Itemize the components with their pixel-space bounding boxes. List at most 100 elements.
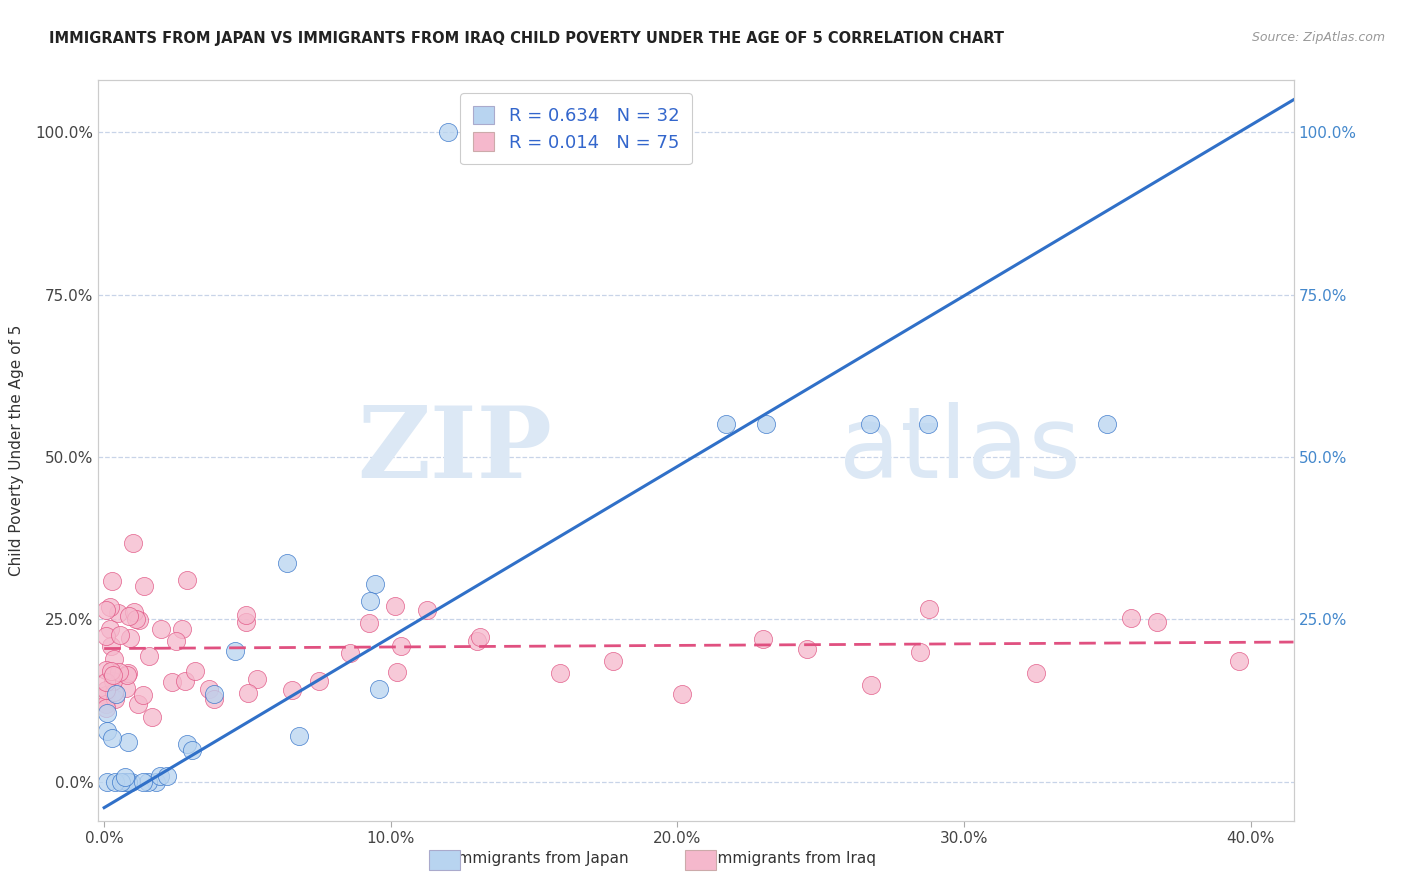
Point <box>714 417 737 432</box>
Point <box>339 646 361 660</box>
Text: atlas: atlas <box>839 402 1081 499</box>
Y-axis label: Child Poverty Under the Age of 5: Child Poverty Under the Age of 5 <box>10 325 24 576</box>
Point <box>149 769 172 783</box>
Point <box>127 697 149 711</box>
Point <box>202 687 225 701</box>
Point <box>94 629 117 643</box>
Point <box>114 681 136 696</box>
Point <box>98 622 121 636</box>
Point <box>94 603 117 617</box>
Point <box>117 666 139 681</box>
Point <box>156 769 179 783</box>
Point <box>98 599 121 614</box>
Point <box>117 735 139 749</box>
Point <box>122 605 145 619</box>
Point <box>165 634 187 648</box>
Point <box>120 631 142 645</box>
Point <box>117 609 139 624</box>
Point <box>176 573 198 587</box>
Point <box>117 774 139 789</box>
Point <box>416 603 439 617</box>
Point <box>132 579 155 593</box>
Point <box>308 674 330 689</box>
Point <box>364 577 387 591</box>
Point <box>796 642 818 657</box>
Point <box>224 643 246 657</box>
Point <box>917 417 939 432</box>
Point <box>198 682 221 697</box>
Point <box>94 675 117 690</box>
Point <box>173 674 195 689</box>
Point <box>94 688 117 702</box>
Point <box>103 651 125 665</box>
Point <box>437 125 460 139</box>
Point <box>110 774 132 789</box>
Point <box>104 687 127 701</box>
Point <box>112 774 135 789</box>
Point <box>120 774 142 789</box>
Point <box>110 628 132 642</box>
Point <box>671 687 693 701</box>
Point <box>96 706 118 721</box>
Text: Immigrants from Japan: Immigrants from Japan <box>454 851 628 865</box>
Point <box>468 631 491 645</box>
Text: Immigrants from Iraq: Immigrants from Iraq <box>713 851 876 865</box>
Point <box>141 710 163 724</box>
Point <box>389 639 412 653</box>
Point <box>467 634 489 648</box>
Point <box>96 774 118 789</box>
Point <box>288 729 311 743</box>
Point <box>276 557 298 571</box>
Point <box>96 724 118 739</box>
Point <box>108 665 131 679</box>
Point <box>859 677 882 691</box>
Point <box>368 681 391 696</box>
Point <box>1119 611 1142 625</box>
Point <box>94 701 117 715</box>
Point <box>94 663 117 677</box>
Point <box>145 774 167 789</box>
Point <box>918 602 941 616</box>
Point <box>150 622 173 636</box>
Point <box>162 674 184 689</box>
Point <box>100 639 122 653</box>
Point <box>235 608 257 623</box>
Point <box>101 668 124 682</box>
Point <box>170 623 193 637</box>
Point <box>104 692 127 706</box>
Point <box>1025 666 1047 681</box>
Point <box>94 683 117 698</box>
Point <box>101 574 124 588</box>
Point <box>908 645 931 659</box>
Point <box>128 613 150 627</box>
Legend: R = 0.634   N = 32, R = 0.014   N = 75: R = 0.634 N = 32, R = 0.014 N = 75 <box>460 93 692 164</box>
Point <box>1227 654 1250 668</box>
Point <box>138 648 160 663</box>
Text: IMMIGRANTS FROM JAPAN VS IMMIGRANTS FROM IRAQ CHILD POVERTY UNDER THE AGE OF 5 C: IMMIGRANTS FROM JAPAN VS IMMIGRANTS FROM… <box>49 31 1004 46</box>
Point <box>121 536 143 550</box>
Point <box>115 668 138 682</box>
Point <box>387 665 409 679</box>
Point <box>100 664 122 678</box>
Point <box>184 664 207 678</box>
Point <box>132 774 155 789</box>
Point <box>246 672 269 686</box>
Point <box>107 606 129 620</box>
Point <box>124 612 146 626</box>
Point <box>131 688 153 702</box>
Point <box>666 125 689 139</box>
Point <box>235 615 257 630</box>
Point <box>859 417 882 432</box>
Point <box>94 697 117 711</box>
Point <box>281 682 304 697</box>
Point <box>755 417 778 432</box>
Point <box>384 599 406 613</box>
Point <box>101 674 124 689</box>
Point <box>1146 615 1168 629</box>
Point <box>548 665 571 680</box>
Point <box>1097 417 1119 432</box>
Point <box>359 615 381 630</box>
Point <box>138 774 160 789</box>
Point <box>176 737 198 751</box>
Text: ZIP: ZIP <box>357 402 553 499</box>
